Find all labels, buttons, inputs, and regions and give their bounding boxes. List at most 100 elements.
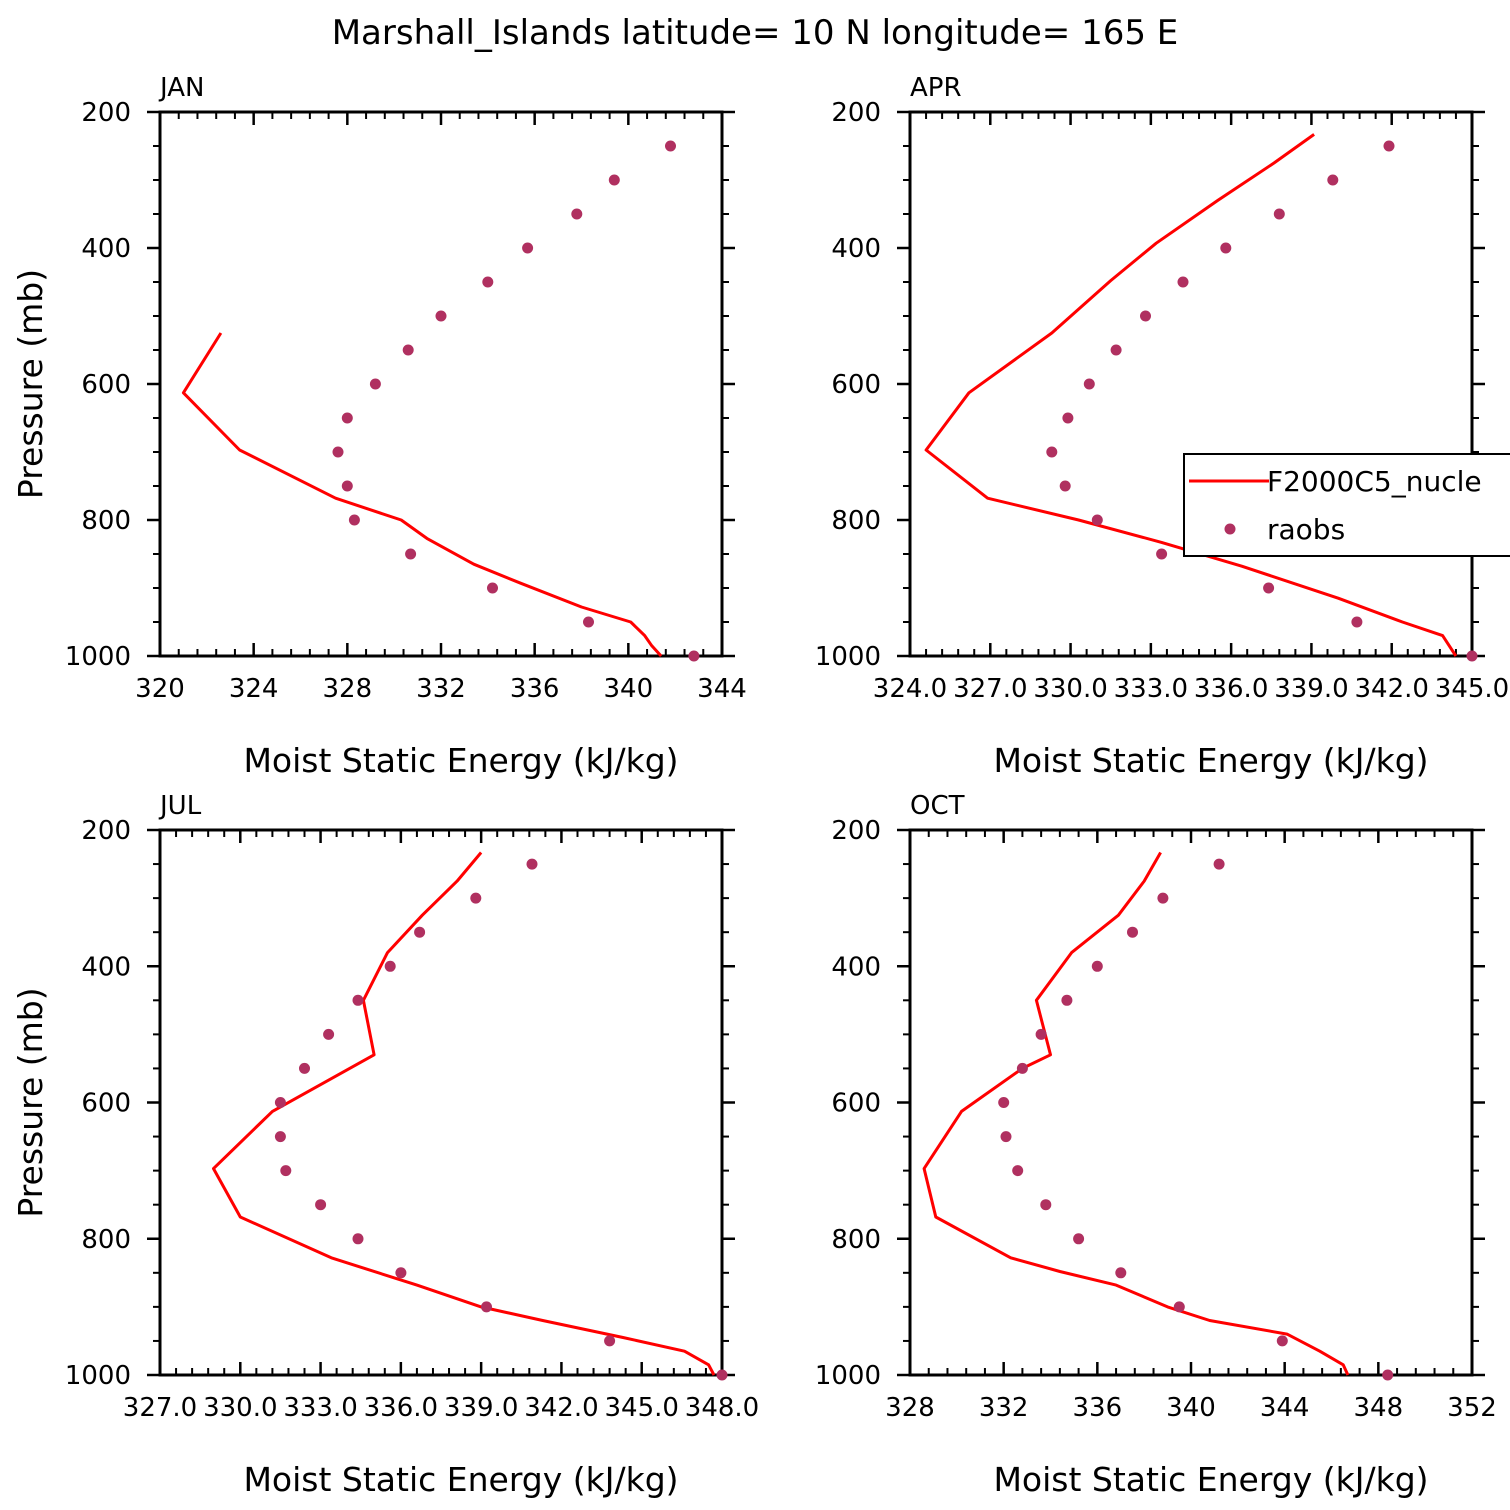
obs-point (1173, 1301, 1185, 1313)
y-tick-label: 800 (831, 506, 881, 536)
obs-point (341, 480, 353, 492)
y-tick-label: 200 (831, 816, 881, 846)
obs-point (1220, 242, 1232, 254)
y-tick-label: 200 (81, 98, 131, 128)
obs-point (405, 548, 417, 560)
x-tick-label: 328 (885, 1393, 935, 1423)
obs-point (1012, 1165, 1024, 1177)
x-tick-label: 336.0 (1194, 674, 1268, 704)
obs-point (1383, 140, 1395, 152)
obs-point (1466, 650, 1478, 662)
panel-title: JUL (158, 791, 202, 821)
x-tick-label: 327.0 (123, 1393, 197, 1423)
obs-point (1083, 378, 1095, 390)
obs-point (1035, 1028, 1047, 1040)
obs-point (1061, 994, 1073, 1006)
obs-point (352, 1233, 364, 1245)
x-tick-label: 330.0 (203, 1393, 277, 1423)
y-tick-label: 400 (81, 952, 131, 982)
series-line-model (924, 133, 1458, 657)
y-axis-title: Pressure (mb) (11, 269, 50, 499)
obs-point (1382, 1369, 1394, 1381)
obs-point (526, 858, 538, 870)
series-line-model (212, 851, 716, 1376)
x-tick-label: 327.0 (953, 674, 1027, 704)
obs-point (402, 344, 414, 356)
obs-point (481, 1301, 492, 1313)
obs-point (571, 208, 583, 220)
obs-point (414, 926, 426, 938)
x-axis-title: Moist Static Energy (kJ/kg) (993, 1460, 1428, 1499)
x-tick-label: 342.0 (524, 1393, 598, 1423)
figure-title: Marshall_Islands latitude= 10 N longitud… (332, 13, 1179, 53)
obs-point (435, 310, 447, 322)
obs-point (369, 378, 381, 390)
obs-point (1040, 1199, 1052, 1211)
x-tick-label: 344 (697, 674, 747, 704)
panel-apr: 324.0 327.0 330.0 333.0 336.0 339.0 342.0 345.0… (815, 73, 1509, 780)
y-tick-label: 600 (831, 1089, 881, 1119)
obs-point (315, 1199, 327, 1211)
y-tick-label: 600 (81, 370, 131, 400)
obs-point (583, 616, 594, 628)
series-line-model (922, 851, 1350, 1376)
y-tick-label: 800 (831, 1225, 881, 1255)
obs-point (341, 412, 353, 424)
x-tick-label: 324.0 (873, 674, 947, 704)
x-tick-label: 348 (1354, 1393, 1404, 1423)
x-tick-label: 333.0 (1114, 674, 1188, 704)
x-tick-label: 345.0 (1435, 674, 1509, 704)
legend-label-model: F2000C5_nucle (1267, 465, 1482, 498)
obs-point (608, 174, 620, 186)
y-tick-label: 1000 (815, 642, 881, 672)
y-tick-label: 400 (831, 952, 881, 982)
obs-point (1156, 548, 1168, 560)
obs-point (1046, 446, 1058, 458)
legend-label-obs: raobs (1267, 513, 1345, 546)
obs-point (665, 140, 676, 152)
obs-point (522, 242, 534, 254)
panel-jul: 327.0 330.0 333.0 336.0 339.0 342.0 345.0 348.0… (11, 791, 759, 1499)
obs-point (1073, 1233, 1085, 1245)
obs-point (470, 892, 482, 904)
y-tick-label: 800 (81, 506, 131, 536)
obs-point (1091, 960, 1103, 972)
obs-point (1091, 514, 1103, 526)
obs-point (1213, 858, 1225, 870)
x-tick-label: 336.0 (364, 1393, 438, 1423)
obs-point (688, 650, 700, 662)
plot-frame (158, 110, 724, 658)
obs-point (1016, 1062, 1028, 1074)
obs-point (1177, 276, 1189, 288)
y-tick-label: 400 (81, 234, 131, 264)
x-tick-label: 324 (229, 674, 279, 704)
obs-point (348, 514, 360, 526)
panel-jan: 320 324 328 332 336 340 344 200 400 600 800 1000 JAN… (11, 73, 747, 780)
legend-box (1183, 453, 1510, 557)
x-tick-label: 340 (604, 674, 654, 704)
obs-point (1351, 616, 1363, 628)
plot-frame (908, 828, 1474, 1377)
x-tick-label: 348.0 (685, 1393, 759, 1423)
obs-point (1127, 926, 1138, 938)
obs-point (274, 1131, 286, 1143)
panel-title: JAN (158, 73, 204, 103)
x-tick-label: 340 (1166, 1393, 1216, 1423)
series-line-model (181, 332, 663, 658)
x-tick-label: 332 (979, 1393, 1029, 1423)
y-axis-title: Pressure (mb) (11, 987, 50, 1217)
obs-point (395, 1267, 407, 1279)
y-tick-label: 400 (831, 234, 881, 264)
x-axis-title: Moist Static Energy (kJ/kg) (243, 741, 678, 780)
obs-point (384, 960, 396, 972)
x-tick-label: 320 (135, 674, 185, 704)
y-tick-label: 1000 (65, 1361, 131, 1391)
y-tick-label: 1000 (815, 1361, 881, 1391)
obs-point (1115, 1267, 1127, 1279)
obs-point (482, 276, 494, 288)
obs-point (332, 446, 344, 458)
plot-frame (908, 110, 1474, 658)
obs-point (1000, 1131, 1012, 1143)
obs-point (716, 1369, 728, 1381)
